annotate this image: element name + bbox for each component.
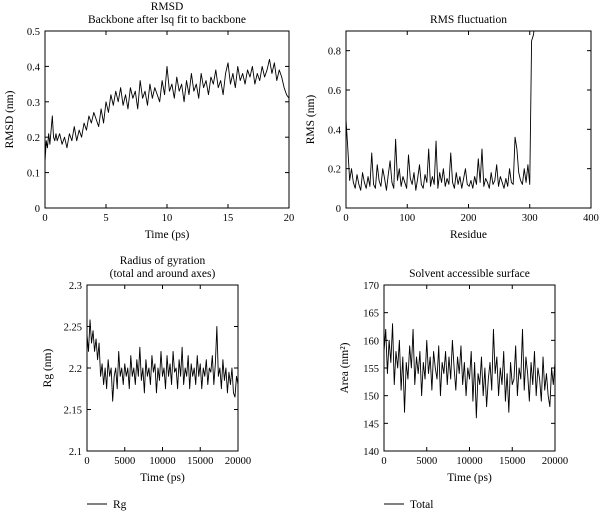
y-tick-label: 2.15 xyxy=(64,406,82,417)
y-axis-label: RMSD (nm) xyxy=(4,90,16,148)
x-tick-label: 10 xyxy=(162,213,173,224)
x-tick-label: 5000 xyxy=(114,456,135,467)
x-tick-label: 0 xyxy=(343,213,348,224)
x-tick-label: 15000 xyxy=(187,456,213,467)
y-tick-label: 150 xyxy=(363,392,379,403)
panel-rg: Radius of gyration(total and around axes… xyxy=(42,255,251,511)
series-line-sas xyxy=(384,323,555,419)
x-tick-label: 20000 xyxy=(542,456,568,467)
x-tick-label: 5000 xyxy=(416,456,437,467)
chart-title-line: Radius of gyration xyxy=(120,255,206,267)
x-tick-label: 100 xyxy=(399,213,415,224)
x-tick-label: 20 xyxy=(284,213,295,224)
x-tick-label: 300 xyxy=(522,213,538,224)
y-tick-label: 160 xyxy=(363,336,379,347)
y-tick-label: 0.3 xyxy=(27,98,40,109)
y-tick-label: 140 xyxy=(363,447,379,458)
legend-label: Total xyxy=(410,499,433,511)
y-tick-label: 0.1 xyxy=(27,169,40,180)
series-line-rmsf xyxy=(346,31,535,191)
y-tick-label: 0 xyxy=(336,204,341,215)
y-tick-label: 145 xyxy=(363,419,379,430)
x-tick-label: 0 xyxy=(84,456,89,467)
y-tick-label: 2.3 xyxy=(69,281,82,292)
y-axis-label: RMS (nm) xyxy=(305,95,317,145)
x-axis-label: Residue xyxy=(450,229,487,241)
plot-frame xyxy=(345,30,592,209)
x-axis-label: Time (ps) xyxy=(447,472,492,484)
y-tick-label: 0.4 xyxy=(27,62,41,73)
plot-frame xyxy=(44,30,290,209)
y-tick-label: 0.5 xyxy=(27,27,40,38)
chart-title-line: RMSD xyxy=(151,1,184,13)
x-tick-label: 15 xyxy=(223,213,234,224)
series-line-rmsd xyxy=(45,58,289,163)
panel-rmsf: RMS fluctuation 0 100 200 300 400 0 0.2 0.4 0.6 0.… xyxy=(305,14,599,241)
y-tick-label: 0.2 xyxy=(328,165,341,176)
y-tick-label: 0.6 xyxy=(328,86,341,97)
y-tick-label: 2.1 xyxy=(69,447,82,458)
y-tick-label: 0 xyxy=(35,204,40,215)
y-tick-label: 0.4 xyxy=(328,125,342,136)
y-tick-label: 2.25 xyxy=(64,323,82,334)
y-tick-label: 2.2 xyxy=(69,364,82,375)
x-tick-label: 400 xyxy=(583,213,599,224)
x-tick-label: 10000 xyxy=(456,456,482,467)
plot-frame xyxy=(383,284,556,452)
y-tick-label: 155 xyxy=(363,364,379,375)
x-tick-label: 20000 xyxy=(225,456,251,467)
y-axis-label: Area (nm²) xyxy=(339,342,351,393)
x-tick-label: 5 xyxy=(103,213,108,224)
y-tick-label: 0.2 xyxy=(27,133,40,144)
y-tick-label: 170 xyxy=(363,281,379,292)
x-tick-label: 0 xyxy=(42,213,47,224)
series-line-rg xyxy=(87,319,238,402)
y-axis-label: Rg (nm) xyxy=(42,349,54,388)
y-tick-label: 165 xyxy=(363,309,379,320)
x-axis-label: Time (ps) xyxy=(140,472,185,484)
x-tick-label: 0 xyxy=(381,456,386,467)
x-tick-label: 10000 xyxy=(149,456,175,467)
panel-sas: Solvent accessible surface 0 5000 10000 1500… xyxy=(339,268,568,511)
y-tick-label: 0.8 xyxy=(328,47,341,58)
chart-title-line: Backbone after lsq fit to backbone xyxy=(88,14,246,26)
chart-title-line: Solvent accessible surface xyxy=(409,268,530,280)
legend-label: Rg xyxy=(113,499,127,511)
x-tick-label: 15000 xyxy=(499,456,525,467)
x-axis-label: Time (ps) xyxy=(145,229,190,241)
chart-title-line: (total and around axes) xyxy=(110,268,216,280)
x-tick-label: 200 xyxy=(461,213,477,224)
chart-title-line: RMS fluctuation xyxy=(430,14,507,26)
